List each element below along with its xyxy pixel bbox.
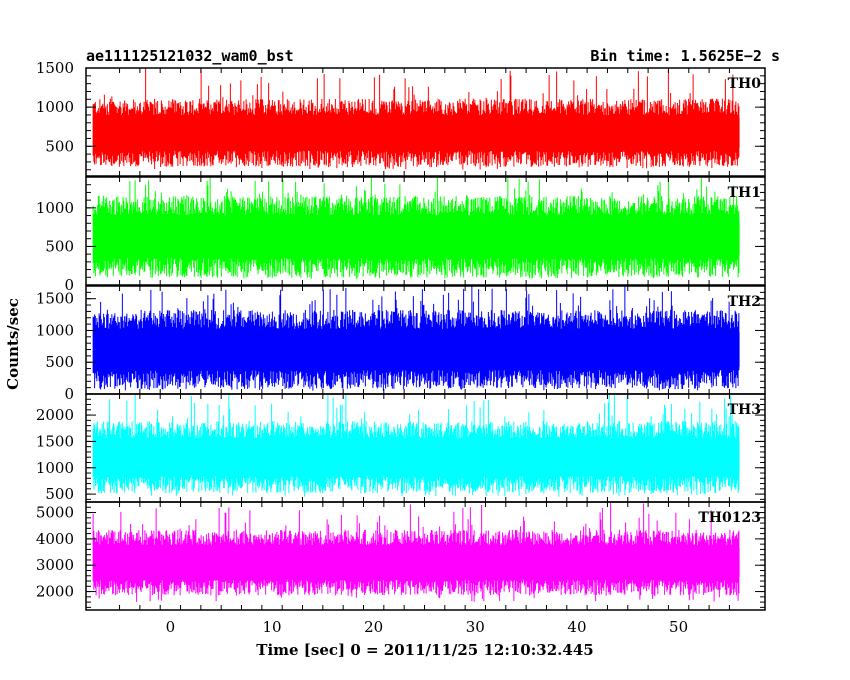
chart-title: ae111125121032_wam0_bst <box>86 47 294 65</box>
x-axis-title: Time [sec] 0 = 2011/11/25 12:10:32.445 <box>256 641 593 659</box>
y-tick-label: 3000 <box>36 556 74 574</box>
panel-label: TH0 <box>728 76 762 92</box>
y-tick-label: 1000 <box>36 459 74 477</box>
x-tick-label: 40 <box>567 618 586 636</box>
panel-frame <box>85 501 766 611</box>
y-tick-label: 2000 <box>36 583 74 601</box>
lightcurve-core-th3 <box>93 441 740 474</box>
y-tick-label: 0 <box>64 276 74 294</box>
y-tick-label: 1000 <box>36 199 74 217</box>
y-tick-label: 4000 <box>36 530 74 548</box>
y-tick-label: 2000 <box>36 406 74 424</box>
y-tick-label: 1500 <box>36 59 74 77</box>
x-tick-label: 0 <box>166 618 176 636</box>
y-axis-title: Counts/sec <box>4 298 22 390</box>
y-tick-label: 1000 <box>36 98 74 116</box>
y-tick-label: 500 <box>45 237 74 255</box>
y-tick-label: 500 <box>45 353 74 371</box>
panel-th2: TH2 0 500 1000 1500 <box>36 285 766 403</box>
panel-label: TH2 <box>728 294 761 310</box>
panel-label: TH1 <box>728 185 761 201</box>
lightcurve-core-th0123 <box>93 548 740 578</box>
panel-th1: TH1 0 500 1000 <box>36 176 766 294</box>
bin-time-label: Bin time: 1.5625E−2 s <box>590 47 780 65</box>
x-tick-label: 20 <box>364 618 383 636</box>
panel-th3: TH3 500 1000 1500 2000 <box>36 393 766 503</box>
panel-label: TH3 <box>728 402 761 418</box>
lightcurve-core-th1 <box>93 218 740 255</box>
x-tick-label: 30 <box>466 618 485 636</box>
y-tick-label: 0 <box>64 385 74 403</box>
panel-th0123: TH0123 2000 3000 4000 5000 <box>36 501 766 611</box>
panel-frame <box>85 67 766 177</box>
y-tick-label: 500 <box>45 485 74 503</box>
lightcurve-core-th0 <box>93 117 740 149</box>
y-tick-label: 500 <box>45 137 74 155</box>
panel-label: TH0123 <box>698 510 761 526</box>
x-tick-label: 10 <box>262 618 281 636</box>
panels-group: TH0 500 1000 1500 TH1 0 500 1000 TH2 0 500 1000 1500… <box>36 59 766 611</box>
y-tick-label: 1500 <box>36 290 74 308</box>
x-tick-label: 50 <box>669 618 688 636</box>
y-tick-label: 1500 <box>36 432 74 450</box>
x-tick-labels: 0 10 20 30 40 50 <box>166 618 689 636</box>
y-tick-label: 5000 <box>36 504 74 522</box>
y-tick-label: 1000 <box>36 321 74 339</box>
panel-th0: TH0 500 1000 1500 <box>36 59 766 177</box>
lightcurve-core-th2 <box>93 332 740 367</box>
